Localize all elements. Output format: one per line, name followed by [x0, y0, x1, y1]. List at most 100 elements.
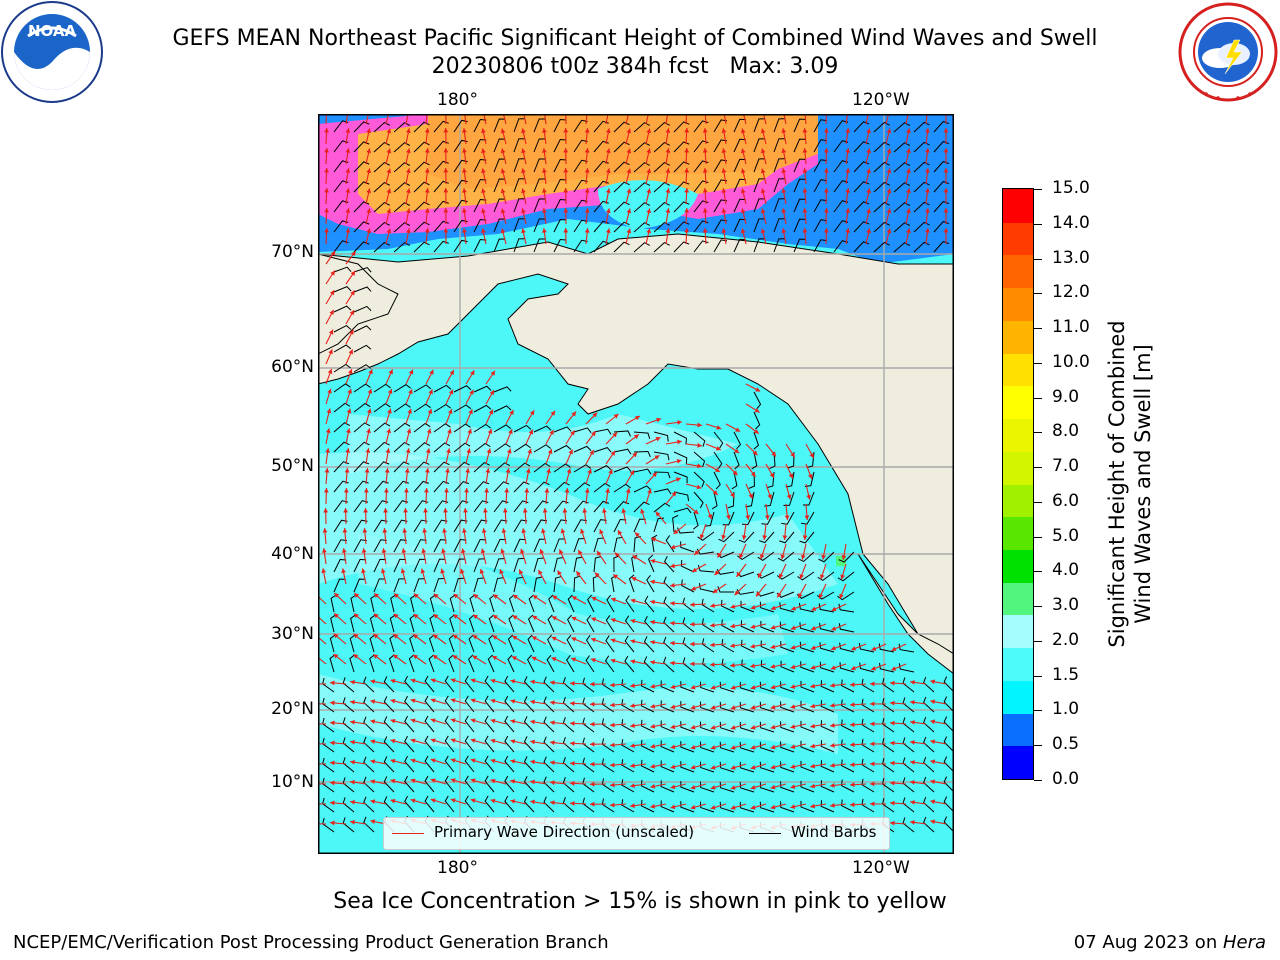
wind-barb — [913, 141, 930, 153]
wave-arrow-head — [370, 679, 376, 684]
wind-barb — [383, 736, 395, 753]
wind-barb — [779, 621, 795, 633]
wave-arrow-head — [866, 208, 871, 214]
wind-barb — [722, 511, 735, 526]
wave-arrow-head — [770, 744, 776, 750]
wind-barb — [613, 466, 632, 473]
wave-arrow-head — [390, 698, 396, 704]
wind-barb — [783, 491, 795, 506]
wave-arrow-head — [370, 739, 376, 744]
wave-arrow-head — [367, 388, 373, 394]
wave-arrow-head — [890, 680, 895, 686]
wave-arrow-head — [806, 494, 811, 500]
wave-arrow-head — [770, 764, 776, 770]
wind-barb — [751, 451, 758, 470]
wave-direction-arrow — [925, 114, 928, 125]
wave-arrow-head — [735, 427, 741, 432]
wind-barb — [373, 539, 387, 553]
wind-barb — [433, 539, 447, 553]
wind-barb — [613, 121, 630, 133]
colorbar-segment — [1003, 222, 1033, 256]
wave-arrow-head — [730, 745, 736, 750]
colorbar-segment — [1003, 385, 1033, 420]
wave-arrow-head — [564, 488, 570, 493]
wave-arrow-head — [410, 738, 416, 744]
lat-label-60n: 60°N — [271, 357, 314, 377]
wind-barb — [369, 654, 375, 673]
noaa-logo-text: NOAA — [28, 22, 77, 40]
wave-arrow-head — [370, 779, 376, 784]
wind-barb — [653, 142, 670, 153]
wave-arrow-head — [324, 168, 329, 173]
wave-arrow-head — [470, 738, 476, 744]
wind-barb — [493, 538, 507, 553]
wind-barb — [433, 140, 449, 153]
wind-barb — [737, 551, 755, 560]
wave-arrow-head — [712, 490, 718, 495]
wind-barb — [363, 696, 375, 713]
wind-barb — [739, 721, 755, 733]
wave-arrow-head — [770, 664, 776, 669]
wind-barb — [329, 654, 336, 673]
wind-barb — [487, 654, 495, 673]
wave-arrow-head — [480, 548, 486, 554]
wave-arrow-head — [610, 450, 616, 456]
wind-barb — [839, 662, 855, 673]
wave-arrow-head — [430, 758, 436, 763]
wave-arrow-head — [386, 188, 392, 194]
wind-barb — [841, 719, 855, 733]
wind-barb — [760, 660, 775, 673]
wind-barb — [390, 594, 396, 613]
wave-arrow-head — [571, 637, 577, 642]
wave-arrow-head — [584, 188, 590, 193]
wind-barb — [513, 481, 530, 493]
wave-arrow-head — [839, 593, 844, 599]
wind-barb — [493, 462, 511, 473]
wave-arrow-head — [870, 681, 875, 687]
wind-barb — [389, 634, 395, 653]
wave-arrow-head — [521, 128, 526, 134]
wave-arrow-head — [405, 128, 411, 134]
wind-barb — [433, 403, 451, 413]
wave-arrow-head — [810, 665, 816, 670]
wind-barb — [785, 471, 795, 488]
wave-arrow-head — [510, 719, 516, 724]
colorbar-title: Significant Height of Combined Wind Wave… — [1104, 320, 1156, 647]
wind-barb — [818, 603, 835, 613]
wave-arrow-head — [870, 721, 875, 727]
wind-barb — [663, 616, 675, 633]
wave-arrow-head — [684, 148, 690, 153]
wind-barb — [523, 736, 535, 753]
wave-arrow-head — [387, 408, 392, 414]
wind-barb — [680, 801, 695, 813]
wind-barb — [757, 551, 775, 561]
wind-barb — [801, 511, 815, 525]
wave-arrow-head — [462, 168, 467, 173]
wave-arrow-head — [870, 761, 875, 767]
chart-title: GEFS MEAN Northeast Pacific Significant … — [172, 26, 1098, 51]
wind-barb — [731, 471, 738, 490]
wave-arrow-head — [370, 759, 376, 764]
wave-arrow-head — [850, 702, 855, 708]
wave-arrow-head — [430, 698, 436, 703]
wave-arrow-head — [450, 718, 456, 723]
wind-barb — [513, 158, 525, 173]
wave-direction-arrow — [365, 114, 369, 125]
wave-arrow-head — [502, 508, 508, 513]
wind-barb — [653, 242, 670, 253]
wind-barb — [393, 182, 411, 193]
wind-barb — [613, 141, 630, 153]
wind-barb — [353, 344, 372, 353]
wave-arrow-head — [625, 488, 631, 494]
wind-barb — [363, 776, 375, 793]
wind-barb — [913, 161, 930, 173]
wave-arrow-head — [432, 654, 438, 660]
wind-barb — [800, 740, 815, 753]
wind-barb — [369, 634, 376, 653]
wave-arrow-head — [453, 614, 459, 619]
wind-barb — [513, 538, 526, 553]
wind-barb — [699, 801, 715, 813]
wind-barb — [719, 681, 735, 693]
wave-arrow-head — [368, 369, 373, 375]
wave-arrow-head — [370, 699, 376, 704]
